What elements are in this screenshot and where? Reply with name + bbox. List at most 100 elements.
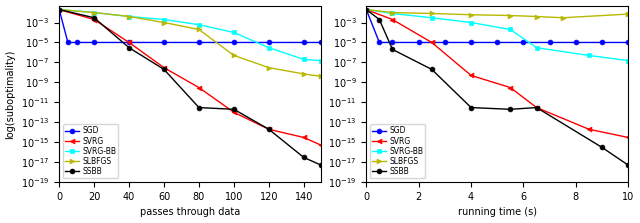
SGD — [362, 8, 370, 11]
SSBB — [362, 8, 370, 11]
SVRG — [125, 41, 133, 44]
SVRG — [300, 136, 308, 139]
SSBB — [598, 146, 606, 149]
SVRG-BB — [532, 46, 540, 49]
SVRG — [317, 144, 325, 147]
SVRG-BB — [55, 8, 63, 11]
SGD — [376, 41, 383, 44]
Line: SVRG: SVRG — [364, 7, 631, 140]
SGD — [90, 41, 98, 44]
SVRG — [55, 8, 63, 11]
Line: SVRG-BB: SVRG-BB — [364, 7, 631, 63]
SSBB — [90, 17, 98, 19]
SGD — [55, 8, 63, 11]
SVRG — [195, 86, 203, 89]
SVRG-BB — [362, 8, 370, 11]
X-axis label: passes through data: passes through data — [140, 207, 241, 217]
SGD — [73, 41, 81, 44]
SLBFGS — [362, 8, 370, 11]
SGD — [520, 41, 527, 44]
SVRG — [90, 18, 98, 21]
SVRG-BB — [428, 17, 436, 19]
SGD — [160, 41, 168, 44]
SSBB — [195, 106, 203, 109]
SVRG — [467, 74, 475, 77]
SLBFGS — [625, 13, 632, 15]
SLBFGS — [230, 54, 237, 57]
SGD — [598, 41, 606, 44]
SGD — [493, 41, 501, 44]
SSBB — [300, 156, 308, 159]
SLBFGS — [90, 11, 98, 14]
SGD — [467, 41, 475, 44]
SSBB — [125, 46, 133, 49]
Line: SGD: SGD — [57, 7, 324, 45]
SSBB — [388, 48, 396, 51]
SLBFGS — [265, 66, 273, 69]
SGD — [441, 41, 449, 44]
SVRG — [388, 18, 396, 21]
SSBB — [230, 108, 237, 111]
Line: SLBFGS: SLBFGS — [57, 7, 324, 79]
SVRG — [506, 86, 514, 89]
SGD — [546, 41, 554, 44]
SVRG — [362, 8, 370, 11]
SLBFGS — [559, 17, 566, 19]
SVRG — [428, 41, 436, 44]
SVRG-BB — [467, 21, 475, 24]
Line: SLBFGS: SLBFGS — [364, 7, 631, 20]
Line: SSBB: SSBB — [57, 7, 324, 168]
Line: SVRG: SVRG — [57, 7, 324, 148]
SSBB — [532, 106, 540, 109]
Legend: SGD, SVRG, SVRG-BB, SLBFGS, SSBB: SGD, SVRG, SVRG-BB, SLBFGS, SSBB — [63, 124, 118, 178]
SSBB — [317, 164, 325, 167]
SLBFGS — [388, 11, 396, 14]
SGD — [230, 41, 237, 44]
SVRG-BB — [90, 11, 98, 14]
SLBFGS — [125, 15, 133, 18]
SLBFGS — [428, 12, 436, 15]
SVRG-BB — [388, 12, 396, 15]
SVRG — [230, 111, 237, 114]
SSBB — [265, 128, 273, 131]
SLBFGS — [55, 8, 63, 11]
SLBFGS — [300, 73, 308, 75]
SLBFGS — [532, 15, 540, 18]
SGD — [625, 41, 632, 44]
SSBB — [467, 106, 475, 109]
Line: SVRG-BB: SVRG-BB — [57, 7, 324, 63]
SVRG-BB — [195, 23, 203, 26]
SVRG — [625, 136, 632, 139]
SGD — [265, 41, 273, 44]
SVRG-BB — [625, 59, 632, 62]
SVRG-BB — [265, 46, 273, 49]
SLBFGS — [317, 75, 325, 78]
X-axis label: running time (s): running time (s) — [458, 207, 537, 217]
SLBFGS — [195, 28, 203, 31]
SGD — [317, 41, 325, 44]
SGD — [125, 41, 133, 44]
SSBB — [160, 68, 168, 71]
SVRG-BB — [506, 28, 514, 31]
SGD — [388, 41, 396, 44]
SVRG — [160, 66, 168, 69]
SVRG — [265, 128, 273, 131]
SSBB — [506, 108, 514, 111]
SGD — [64, 41, 72, 44]
SSBB — [376, 18, 383, 21]
Line: SGD: SGD — [364, 7, 631, 45]
SGD — [195, 41, 203, 44]
SSBB — [55, 8, 63, 11]
SGD — [300, 41, 308, 44]
SVRG — [532, 106, 540, 109]
SVRG-BB — [160, 18, 168, 21]
Y-axis label: log(suboptimality): log(suboptimality) — [6, 49, 15, 138]
SVRG-BB — [317, 59, 325, 62]
SVRG-BB — [125, 15, 133, 18]
SVRG-BB — [585, 54, 593, 57]
SVRG-BB — [230, 31, 237, 34]
SSBB — [428, 68, 436, 71]
SLBFGS — [506, 14, 514, 17]
SSBB — [625, 164, 632, 167]
SGD — [572, 41, 580, 44]
